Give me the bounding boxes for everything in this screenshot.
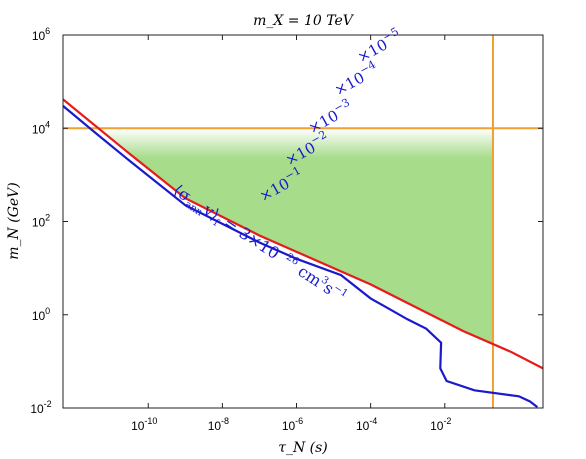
x-tick-label: 10-10: [131, 416, 157, 433]
y-tick-label: 10-2: [30, 399, 51, 416]
y-tick-label: 102: [32, 213, 50, 230]
x-tick-label: 10-6: [282, 416, 303, 433]
chart-title: m_X = 10 TeV: [253, 13, 355, 29]
x-tick-label: 10-4: [356, 416, 377, 433]
series-line-blue: [63, 105, 539, 408]
y-axis-label: m_N (GeV): [6, 182, 22, 259]
series-line-red: [63, 98, 543, 370]
y-tick-label: 100: [32, 306, 50, 323]
y-tick-label: 106: [32, 26, 50, 43]
x-tick-label: 10-8: [208, 416, 229, 433]
x-axis-label: τ_N (s): [278, 440, 328, 456]
x-tick-label: 10-2: [430, 416, 451, 433]
allowed-region: [98, 128, 494, 344]
y-tick-label: 104: [32, 119, 50, 136]
